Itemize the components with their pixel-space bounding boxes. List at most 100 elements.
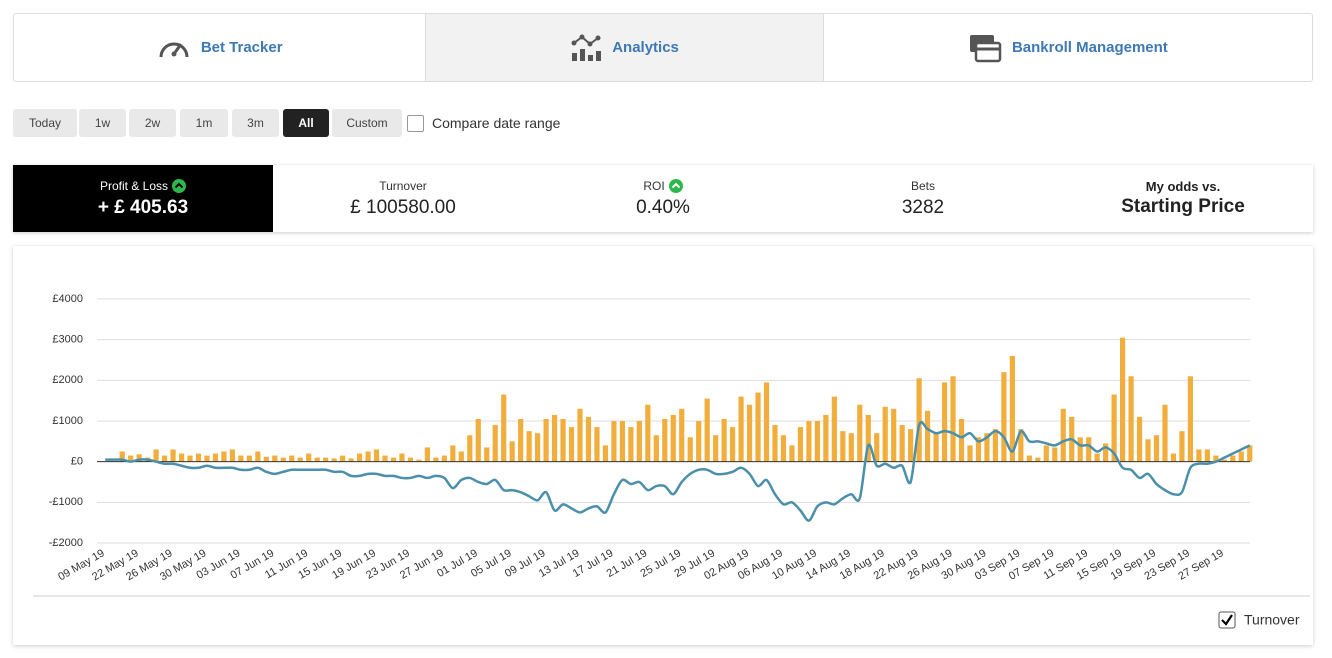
bar <box>161 455 168 462</box>
bar <box>941 382 948 462</box>
bar <box>789 445 795 462</box>
bar <box>1230 455 1236 462</box>
bar <box>526 431 532 462</box>
stat-value: 3282 <box>901 196 945 218</box>
bar <box>908 429 914 462</box>
up-icon <box>668 178 683 193</box>
stat[interactable]: ROI 0.40% <box>533 165 793 232</box>
range-button[interactable]: 1m <box>180 109 228 137</box>
analytics-icon <box>571 34 602 61</box>
bar <box>153 449 159 462</box>
bar <box>1018 429 1024 462</box>
bar <box>1043 445 1049 462</box>
check-mark <box>1221 614 1233 626</box>
range-button-active[interactable]: All <box>283 109 329 137</box>
stat-value: Starting Price <box>1121 196 1245 217</box>
range-button[interactable]: Custom <box>332 109 402 137</box>
bar <box>746 404 753 462</box>
gauge-icon <box>159 42 189 57</box>
bar <box>543 418 549 462</box>
bar <box>1119 337 1126 462</box>
range-button[interactable]: 2w <box>129 109 176 137</box>
bar <box>1001 372 1007 462</box>
bar <box>1153 435 1160 462</box>
range-button[interactable]: 1w <box>79 109 126 137</box>
compare-label: Compare date range <box>432 115 561 131</box>
bar <box>297 457 303 462</box>
bar <box>1060 408 1066 462</box>
tab-bar: Bet Tracker Analytics Bankroll Managemen… <box>13 13 1313 82</box>
bar <box>865 414 871 462</box>
bar <box>602 445 609 462</box>
bar <box>704 398 710 462</box>
y-tick-label: £3000 <box>52 334 83 346</box>
bar <box>238 455 244 462</box>
stat[interactable]: Bets 3282 <box>793 165 1053 232</box>
stat-label: Turnover <box>379 178 427 193</box>
bar <box>1179 431 1185 462</box>
bar <box>577 408 583 462</box>
legend-label[interactable]: Turnover <box>1244 612 1300 628</box>
bar <box>255 451 261 462</box>
bar <box>874 433 880 462</box>
bar <box>687 437 693 462</box>
bar <box>560 418 566 462</box>
bar <box>619 421 625 462</box>
stats-bar: Profit & Loss + £ 405.63 Turnover £ 1005… <box>13 165 1313 232</box>
bar <box>263 456 269 462</box>
bar <box>594 427 600 462</box>
stat[interactable]: My odds vs. Starting Price <box>1053 165 1313 232</box>
tab[interactable]: Bet Tracker <box>14 14 427 81</box>
bar <box>899 425 905 462</box>
bar <box>221 451 227 462</box>
bar <box>399 453 405 462</box>
tab-label: Bankroll Management <box>1011 39 1168 56</box>
stat-label: Profit & Loss <box>99 178 169 193</box>
bar <box>1196 449 1202 462</box>
bar <box>780 435 787 462</box>
bar <box>1103 443 1109 462</box>
bar <box>365 451 371 462</box>
bar <box>1145 439 1151 462</box>
y-tick-label: £1000 <box>52 415 83 427</box>
tab-label: Analytics <box>612 39 679 56</box>
tab-label: Bet Tracker <box>200 39 283 56</box>
stat[interactable]: Turnover £ 100580.00 <box>273 165 533 232</box>
bar <box>1136 416 1143 462</box>
range-button[interactable]: 3m <box>232 109 279 137</box>
card-icon <box>969 34 1002 62</box>
bar <box>984 433 990 462</box>
bar <box>653 435 659 462</box>
y-tick-label: £4000 <box>52 293 83 305</box>
tab[interactable]: Bankroll Management <box>824 14 1312 81</box>
bar <box>229 449 236 462</box>
bar <box>136 454 142 462</box>
bar <box>636 421 642 462</box>
bar <box>679 408 685 462</box>
up-icon <box>172 178 187 193</box>
bar <box>280 457 286 462</box>
bar <box>645 404 651 462</box>
range-button[interactable]: Today <box>13 109 77 137</box>
stat-active[interactable]: Profit & Loss + £ 405.63 <box>13 165 273 232</box>
bar <box>967 445 973 462</box>
bar <box>272 455 278 462</box>
bar <box>975 437 982 462</box>
tab-active[interactable]: Analytics <box>426 14 824 81</box>
chart-card: Turnover -£2000 -£1000 £0 £1000 £2000 £3000 £4… <box>13 246 1313 645</box>
bar <box>501 394 507 462</box>
bar <box>390 457 397 462</box>
bar <box>814 421 820 462</box>
bar <box>433 457 439 462</box>
bar <box>721 418 727 462</box>
bar <box>119 451 125 462</box>
bar <box>416 459 422 462</box>
bar <box>1094 453 1100 462</box>
checkbox[interactable] <box>407 115 424 132</box>
legend-checkbox[interactable] <box>1218 611 1236 629</box>
stat-label: Bets <box>910 178 935 193</box>
y-tick-label: £0 <box>71 456 83 468</box>
bar <box>306 453 312 462</box>
bar <box>170 449 176 462</box>
bar <box>1187 376 1194 462</box>
